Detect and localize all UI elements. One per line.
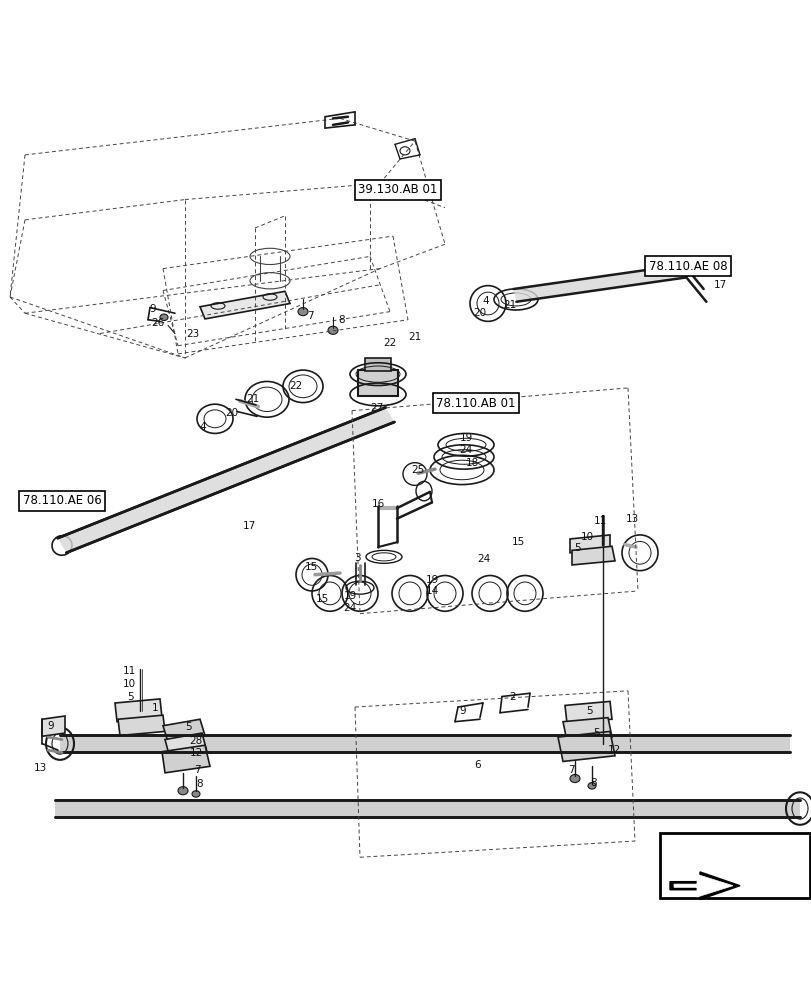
Text: 22: 22: [383, 338, 396, 348]
Text: 10: 10: [122, 679, 135, 689]
Text: 17: 17: [713, 280, 726, 290]
Text: 15: 15: [315, 594, 328, 604]
Text: 13: 13: [33, 763, 46, 773]
Ellipse shape: [178, 787, 188, 795]
Text: 10: 10: [580, 532, 593, 542]
Text: 5: 5: [186, 722, 192, 732]
Text: 15: 15: [304, 562, 317, 572]
Text: 11: 11: [122, 666, 135, 676]
Text: 28: 28: [189, 736, 203, 746]
Text: 15: 15: [511, 537, 524, 547]
Text: 4: 4: [200, 422, 206, 432]
Text: 2: 2: [509, 692, 516, 702]
Text: 7: 7: [567, 765, 573, 775]
Polygon shape: [58, 407, 394, 553]
Text: 22: 22: [289, 381, 303, 391]
Polygon shape: [55, 800, 799, 817]
Polygon shape: [673, 874, 732, 897]
Text: 20: 20: [473, 308, 486, 318]
Text: 13: 13: [624, 514, 637, 524]
Ellipse shape: [328, 326, 337, 334]
Ellipse shape: [587, 783, 595, 789]
Polygon shape: [60, 735, 789, 752]
Text: 27: 27: [370, 403, 383, 413]
Polygon shape: [669, 872, 739, 900]
Bar: [365, 358, 391, 371]
Text: 8: 8: [590, 778, 597, 788]
Text: 21: 21: [408, 332, 421, 342]
Text: 3: 3: [354, 553, 360, 563]
Text: 1: 1: [152, 703, 158, 713]
Text: 19: 19: [459, 433, 472, 443]
Bar: [358, 370, 397, 396]
Text: 24: 24: [477, 554, 490, 564]
Polygon shape: [115, 699, 162, 722]
Text: 9: 9: [459, 706, 466, 716]
Text: 20: 20: [225, 408, 238, 418]
Text: 16: 16: [371, 499, 384, 509]
Text: 78.110.AE 06: 78.110.AE 06: [23, 494, 101, 507]
Polygon shape: [564, 701, 611, 723]
Text: 39.130.AB 01: 39.130.AB 01: [358, 183, 437, 196]
Text: 6: 6: [474, 760, 481, 770]
Text: 5: 5: [574, 543, 581, 553]
Text: 19: 19: [343, 591, 356, 601]
Text: 7: 7: [194, 765, 200, 775]
Text: 24: 24: [343, 603, 356, 613]
Ellipse shape: [569, 774, 579, 783]
Polygon shape: [165, 733, 207, 758]
Text: 78.110.AB 01: 78.110.AB 01: [436, 397, 515, 410]
Text: 21: 21: [246, 394, 260, 404]
Text: 8: 8: [338, 315, 345, 325]
Text: 5: 5: [127, 692, 134, 702]
Text: 14: 14: [425, 586, 438, 596]
Polygon shape: [200, 291, 290, 319]
Polygon shape: [163, 719, 204, 742]
Polygon shape: [569, 535, 609, 553]
Text: 25: 25: [411, 465, 424, 475]
Text: 12: 12: [607, 745, 620, 755]
Text: 4: 4: [482, 296, 489, 306]
Ellipse shape: [298, 308, 307, 316]
Text: 9: 9: [48, 721, 54, 731]
Text: 26: 26: [151, 318, 165, 328]
Polygon shape: [42, 716, 65, 736]
Text: 23: 23: [187, 329, 200, 339]
Polygon shape: [162, 745, 210, 773]
Polygon shape: [513, 265, 685, 302]
Polygon shape: [118, 715, 165, 735]
Text: 18: 18: [465, 458, 478, 468]
Text: 9: 9: [149, 304, 157, 314]
Text: 8: 8: [196, 779, 203, 789]
Text: 11: 11: [593, 516, 606, 526]
Ellipse shape: [191, 791, 200, 797]
Text: 12: 12: [189, 748, 203, 758]
Text: 17: 17: [242, 521, 255, 531]
Polygon shape: [557, 731, 614, 761]
Text: 19: 19: [425, 575, 438, 585]
Ellipse shape: [160, 314, 168, 321]
Polygon shape: [562, 718, 611, 741]
Text: 21: 21: [503, 300, 516, 310]
Bar: [659, 833, 809, 898]
Text: 24: 24: [459, 445, 472, 455]
Polygon shape: [571, 546, 614, 565]
Text: 78.110.AE 08: 78.110.AE 08: [648, 260, 727, 273]
Text: 7: 7: [307, 311, 313, 321]
Text: 5: 5: [593, 728, 599, 738]
Text: 5: 5: [586, 706, 593, 716]
